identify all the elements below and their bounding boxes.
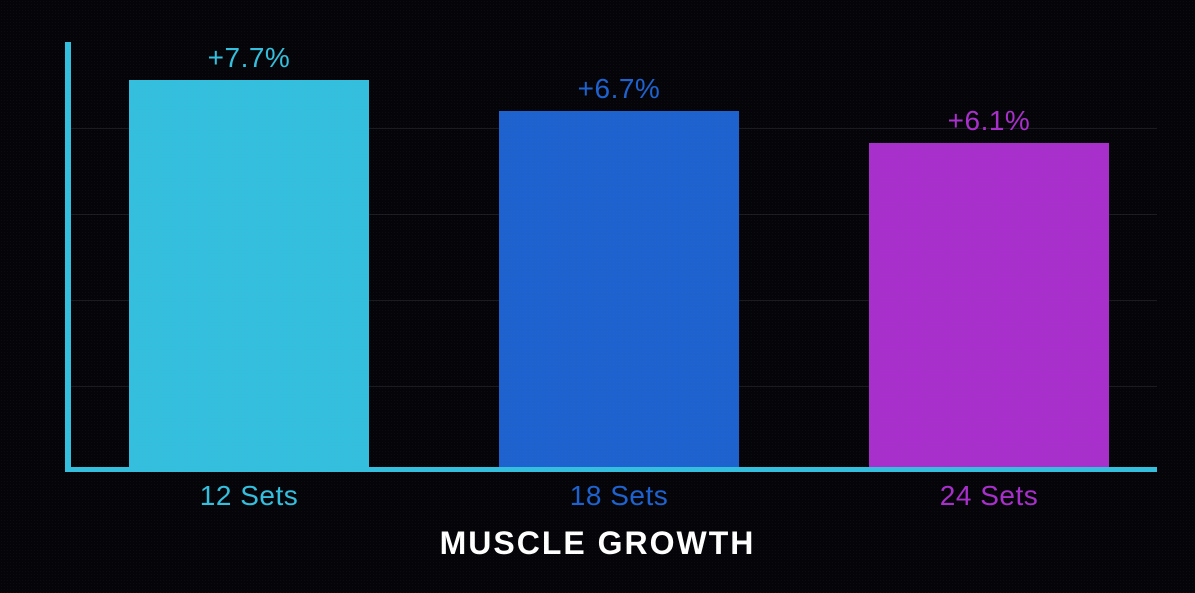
x-axis	[65, 467, 1157, 472]
bar-slot-2: +6.1%	[869, 42, 1109, 467]
category-label: 12 Sets	[129, 480, 369, 512]
y-axis	[65, 42, 71, 472]
bars-container: +7.7% +6.7% +6.1%	[65, 42, 1157, 467]
category-labels: 12 Sets 18 Sets 24 Sets	[65, 480, 1157, 512]
plot-area: +7.7% +6.7% +6.1%	[65, 42, 1157, 472]
bar-rect	[869, 143, 1109, 467]
bar-rect	[129, 80, 369, 467]
chart-stage: +7.7% +6.7% +6.1% 12 Sets 18 Sets 24 Set…	[0, 0, 1195, 593]
bar-value-label: +6.7%	[578, 73, 661, 105]
bar-rect	[499, 111, 739, 467]
chart-title: MUSCLE GROWTH	[0, 525, 1195, 562]
bar-slot-1: +6.7%	[499, 42, 739, 467]
category-label: 18 Sets	[499, 480, 739, 512]
bar-value-label: +7.7%	[208, 42, 291, 74]
category-label: 24 Sets	[869, 480, 1109, 512]
bar-value-label: +6.1%	[948, 105, 1031, 137]
bar-slot-0: +7.7%	[129, 42, 369, 467]
